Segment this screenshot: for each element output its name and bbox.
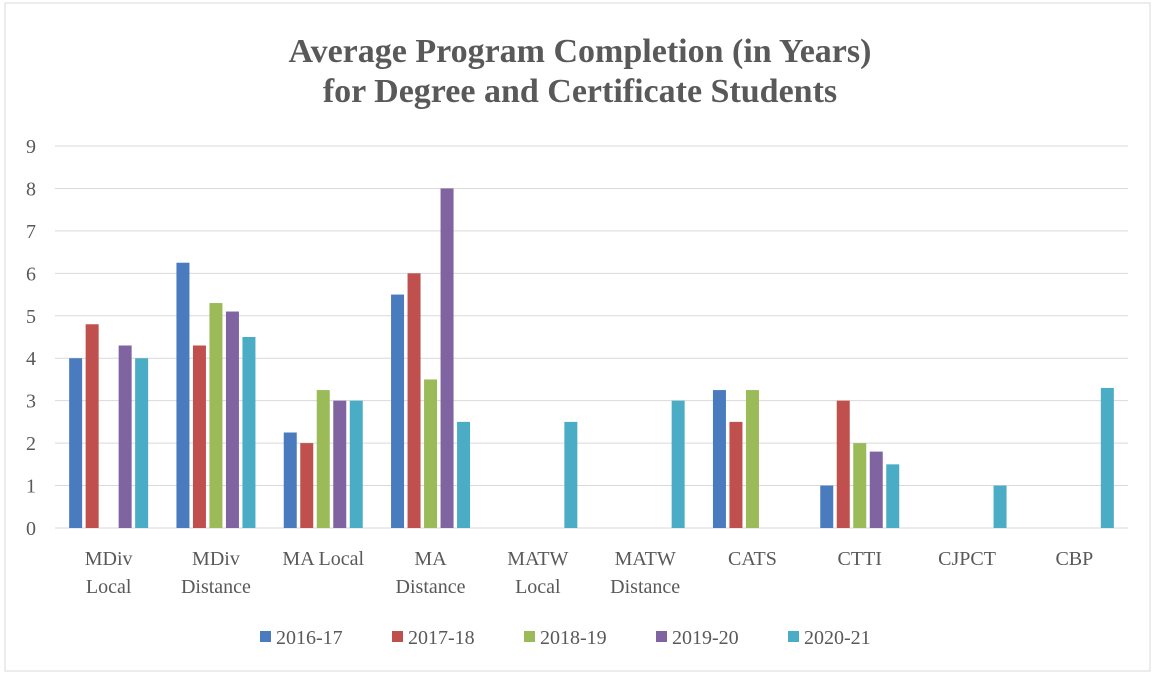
legend-swatch: [392, 631, 403, 642]
bar: [993, 485, 1007, 528]
bar: [869, 451, 883, 528]
y-tick-label: 5: [26, 306, 36, 328]
bar: [820, 485, 834, 528]
bar: [712, 390, 726, 528]
y-tick-label: 9: [26, 136, 36, 158]
y-tick-label: 7: [26, 221, 36, 243]
x-tick-label: MATW Distance: [610, 548, 680, 598]
bar: [886, 464, 900, 528]
x-tick-label: CBP: [1055, 548, 1093, 570]
legend-label: 2018-19: [540, 627, 607, 649]
y-tick-label: 6: [26, 263, 36, 285]
bar: [69, 358, 83, 528]
bar: [853, 443, 867, 528]
chart-title: Average Program Completion (in Years) for…: [289, 33, 872, 110]
bar: [745, 390, 759, 528]
y-tick-label: 2: [26, 433, 36, 455]
bar: [407, 273, 421, 528]
x-tick-label: CATS: [728, 548, 777, 570]
bar: [424, 379, 438, 528]
bar: [349, 400, 363, 528]
bar: [457, 421, 471, 528]
legend-swatch: [524, 631, 535, 642]
bar: [118, 345, 132, 528]
y-tick-label: 1: [26, 476, 36, 498]
x-tick-label: MATW Local: [507, 548, 568, 598]
bar: [135, 358, 149, 528]
legend-label: 2017-18: [408, 627, 475, 649]
x-tick-label: MA Local: [282, 548, 364, 570]
bar: [391, 294, 405, 528]
y-tick-label: 4: [26, 348, 36, 370]
legend-swatch: [260, 631, 271, 642]
bar: [836, 400, 850, 528]
bar: [283, 432, 297, 528]
bar: [440, 188, 454, 528]
bar: [209, 303, 223, 528]
bar: [1100, 387, 1114, 528]
x-tick-label: CJPCT: [938, 548, 996, 570]
y-tick-label: 8: [26, 178, 36, 200]
bar: [192, 345, 206, 528]
bar: [333, 400, 347, 528]
bar: [242, 337, 256, 528]
legend-swatch: [656, 631, 667, 642]
bar: [85, 324, 99, 528]
x-tick-label: CTTI: [838, 548, 882, 570]
bar: [564, 421, 578, 528]
y-tick-label: 0: [26, 518, 36, 540]
y-tick-label: 3: [26, 391, 36, 413]
bar: [176, 262, 190, 528]
bar: [316, 390, 330, 528]
legend-swatch: [788, 631, 799, 642]
legend-label: 2020-21: [804, 627, 871, 649]
bar: [225, 311, 239, 528]
legend-label: 2019-20: [672, 627, 739, 649]
x-tick-label: MDiv Local: [85, 548, 133, 598]
x-tick-label: MA Distance: [396, 548, 466, 598]
chart-frame: [4, 2, 1151, 672]
legend-label: 2016-17: [276, 627, 343, 649]
bar: [671, 400, 685, 528]
bar: [729, 421, 743, 528]
bar: [300, 443, 314, 528]
x-tick-label: MDiv Distance: [181, 548, 251, 598]
